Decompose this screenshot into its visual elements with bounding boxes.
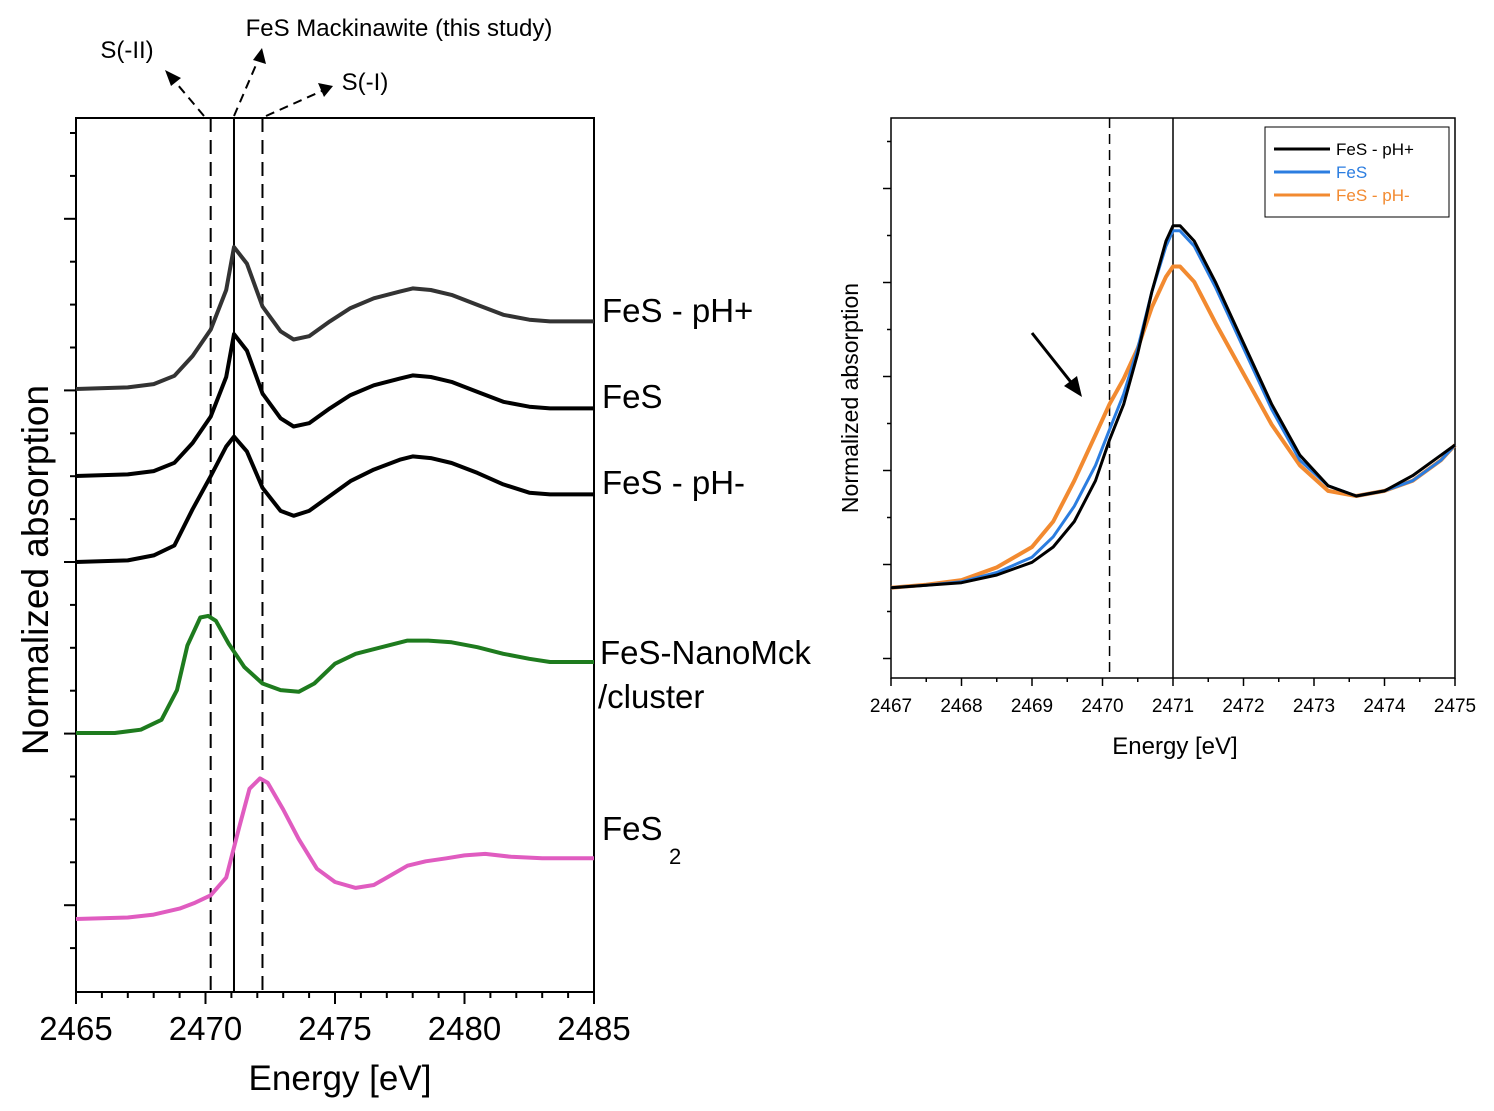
reference-line-arrows [171,57,325,117]
arrow-head-s-minus-ii [165,70,181,86]
left-x-tick-label: 2470 [169,1010,242,1047]
left-x-axis-label: Energy [eV] [249,1059,432,1098]
left-y-axis-label: Normalized absorption [15,385,56,755]
series-label-fes-ph-minus: FeS - pH- [602,464,745,501]
left-x-tick-label: 2475 [298,1010,371,1047]
legend-items: FeS - pH+ FeS FeS - pH- [1274,140,1414,205]
label-fes-mackinawite: FeS Mackinawite (this study) [246,15,553,42]
series-label-fes: FeS [602,378,663,415]
arrow-s-minus-ii [171,77,205,117]
series-label-nanomck-line2: /cluster [598,678,704,715]
right-x-ticks: 2467 2468 2469 2470 2471 2472 2473 2474 2475 [870,678,1476,717]
left-x-ticks: 2465 2470 2475 2480 2485 [39,992,631,1047]
arrow-mackinawite [233,57,260,117]
legend-label-fes-ph: FeS - pH- [1336,186,1410,205]
right-legend: FeS - pH+ FeS FeS - pH- [1264,126,1450,218]
left-x-tick-label: 2480 [428,1010,501,1047]
right-series-group [890,224,1457,590]
label-s-minus-i: S(-I) [342,69,389,96]
right-x-tick-label: 2468 [940,696,982,717]
right-chart: 2467 2468 2469 2470 2471 2472 2473 2474 2475 FeS… [837,117,1476,760]
right-x-tick-label: 2471 [1152,696,1194,717]
series-label-nanomck-line1: FeS-NanoMck [600,634,811,671]
arrow-s-minus-i [265,89,325,117]
right-x-tick-label: 2474 [1363,696,1406,717]
left-series-group [75,245,594,921]
arrow-head-mackinawite [253,48,266,64]
right-y-axis-label: Normalized absorption [837,283,863,513]
left-series-fes-ph [75,245,594,391]
series-label-fes-ph-plus: FeS - pH+ [602,292,753,329]
legend-label-fes: FeS [1336,163,1367,182]
left-x-tick-label: 2465 [39,1010,112,1047]
right-x-tick-label: 2472 [1222,696,1264,717]
right-series-fes-ph [890,224,1456,590]
left-series-fes2 [75,776,594,921]
legend-label-fes-ph: FeS - pH+ [1336,140,1414,159]
right-x-tick-label: 2475 [1434,696,1476,717]
series-label-fes2: FeS [602,810,663,847]
left-series-fes-ph [75,434,594,564]
right-x-tick-label: 2467 [870,696,912,717]
right-y-ticks [883,140,891,660]
series-label-fes2-subscript: 2 [669,844,681,869]
right-x-tick-label: 2473 [1293,696,1335,717]
pre-edge-arrow [1030,332,1082,397]
right-x-tick-label: 2470 [1081,696,1123,717]
arrow-head-s-minus-i [318,83,333,97]
left-series-fes [75,332,594,478]
left-chart: 2465 2470 2475 2480 2485 S(-II) FeS Mackinaw… [15,15,811,1098]
right-x-axis-label: Energy [eV] [1112,733,1237,760]
left-x-tick-label: 2485 [557,1010,630,1047]
pre-edge-arrow-shaft [1030,332,1076,387]
label-s-minus-ii: S(-II) [100,37,153,64]
right-x-tick-label: 2469 [1011,696,1053,717]
left-y-ticks [64,132,76,950]
right-reference-lines [1108,118,1174,678]
left-series-fes-nanomck-cluster [76,613,594,735]
pre-edge-arrow-head [1064,376,1082,397]
arrow-heads [165,48,333,97]
